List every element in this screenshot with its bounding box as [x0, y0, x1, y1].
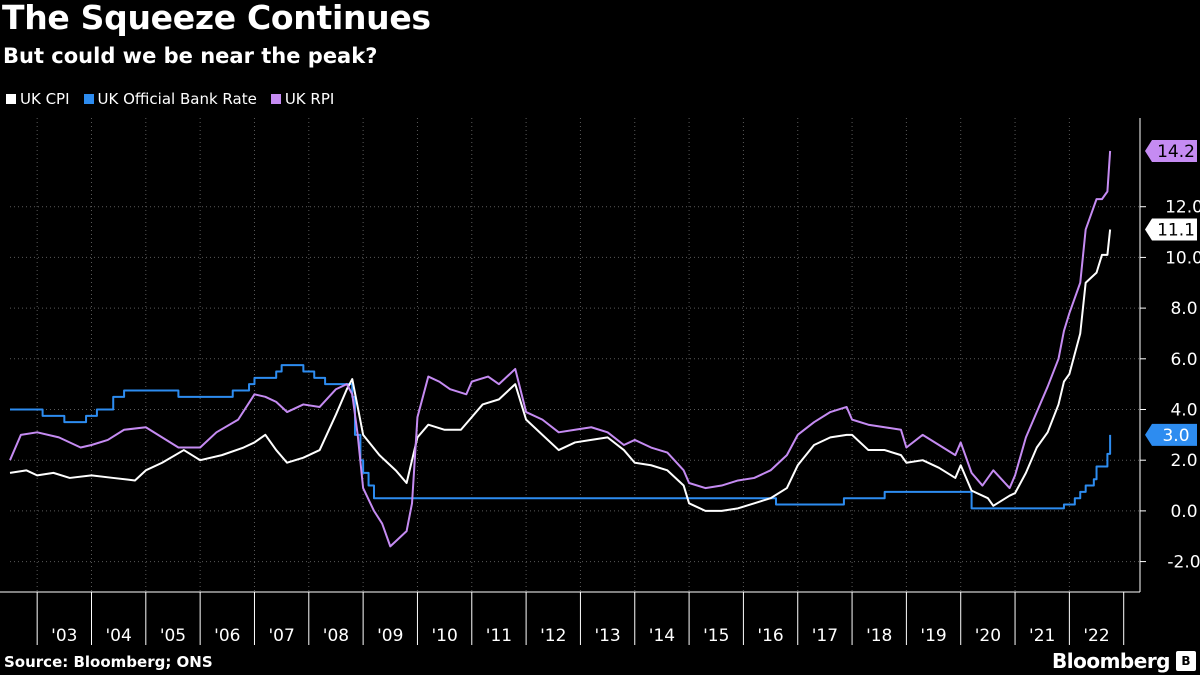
y-tick-label: 4.0 — [1170, 400, 1197, 420]
x-tick-label: '06 — [214, 626, 240, 646]
legend: UK CPI UK Official Bank Rate UK RPI — [6, 90, 334, 108]
legend-swatch-cpi — [6, 94, 16, 104]
end-value-tag — [1145, 423, 1197, 446]
x-tick-label: '04 — [105, 626, 131, 646]
bloomberg-mark-icon: B — [1176, 651, 1196, 671]
x-tick-label: '17 — [812, 626, 838, 646]
legend-item-rpi: UK RPI — [270, 90, 335, 108]
series-line-uk-cpi — [9, 229, 1112, 512]
y-tick-label: 12.0 — [1165, 198, 1200, 218]
end-value-label: 3.0 — [1162, 426, 1189, 446]
x-tick-label: '14 — [649, 626, 675, 646]
y-tick-label: 2.0 — [1170, 451, 1197, 471]
x-tick-label: '12 — [540, 626, 566, 646]
y-tick-label: 10.0 — [1165, 248, 1200, 268]
x-tick-label: '07 — [268, 626, 294, 646]
x-tick-label: '10 — [431, 626, 457, 646]
legend-swatch-rpi — [270, 94, 281, 104]
x-tick-label: '08 — [323, 626, 349, 646]
x-tick-label: '16 — [757, 626, 783, 646]
y-tick-label: 0.0 — [1170, 502, 1197, 522]
chart-title: The Squeeze Continues — [2, 0, 431, 37]
x-tick-label: '18 — [866, 626, 892, 646]
x-tick-label: '20 — [975, 626, 1001, 646]
x-tick-label: '05 — [160, 626, 186, 646]
x-tick-label: '09 — [377, 626, 403, 646]
x-tick-label: '15 — [703, 626, 729, 646]
end-value-tag — [1145, 139, 1197, 162]
legend-swatch-bank-rate — [83, 94, 94, 104]
end-value-label: 14.2 — [1157, 142, 1195, 162]
legend-item-cpi: UK CPI — [6, 90, 70, 108]
series-line-uk-rpi — [9, 150, 1112, 548]
legend-label-rpi: UK RPI — [284, 90, 335, 108]
x-tick-label: '11 — [486, 626, 512, 646]
legend-label-cpi: UK CPI — [20, 90, 70, 108]
y-tick-label: 8.0 — [1170, 299, 1197, 319]
legend-item-bank-rate: UK Official Bank Rate — [83, 90, 257, 108]
x-tick-label: '03 — [51, 626, 77, 646]
series-line-uk-official-bank-rate — [10, 364, 1112, 510]
x-tick-label: '22 — [1083, 626, 1109, 646]
chart-subtitle: But could we be near the peak? — [3, 44, 378, 68]
end-value-tag — [1145, 218, 1197, 241]
y-tick-label: 6.0 — [1170, 350, 1197, 370]
x-tick-label: '21 — [1029, 626, 1055, 646]
y-tick-label: -2.0 — [1167, 553, 1200, 573]
source-note: Source: Bloomberg; ONS — [4, 653, 213, 671]
bloomberg-logo: Bloomberg — [1052, 649, 1170, 673]
end-value-label: 11.1 — [1157, 221, 1195, 241]
x-tick-label: '13 — [594, 626, 620, 646]
x-tick-label: '19 — [920, 626, 946, 646]
legend-label-bank-rate: UK Official Bank Rate — [97, 90, 257, 108]
